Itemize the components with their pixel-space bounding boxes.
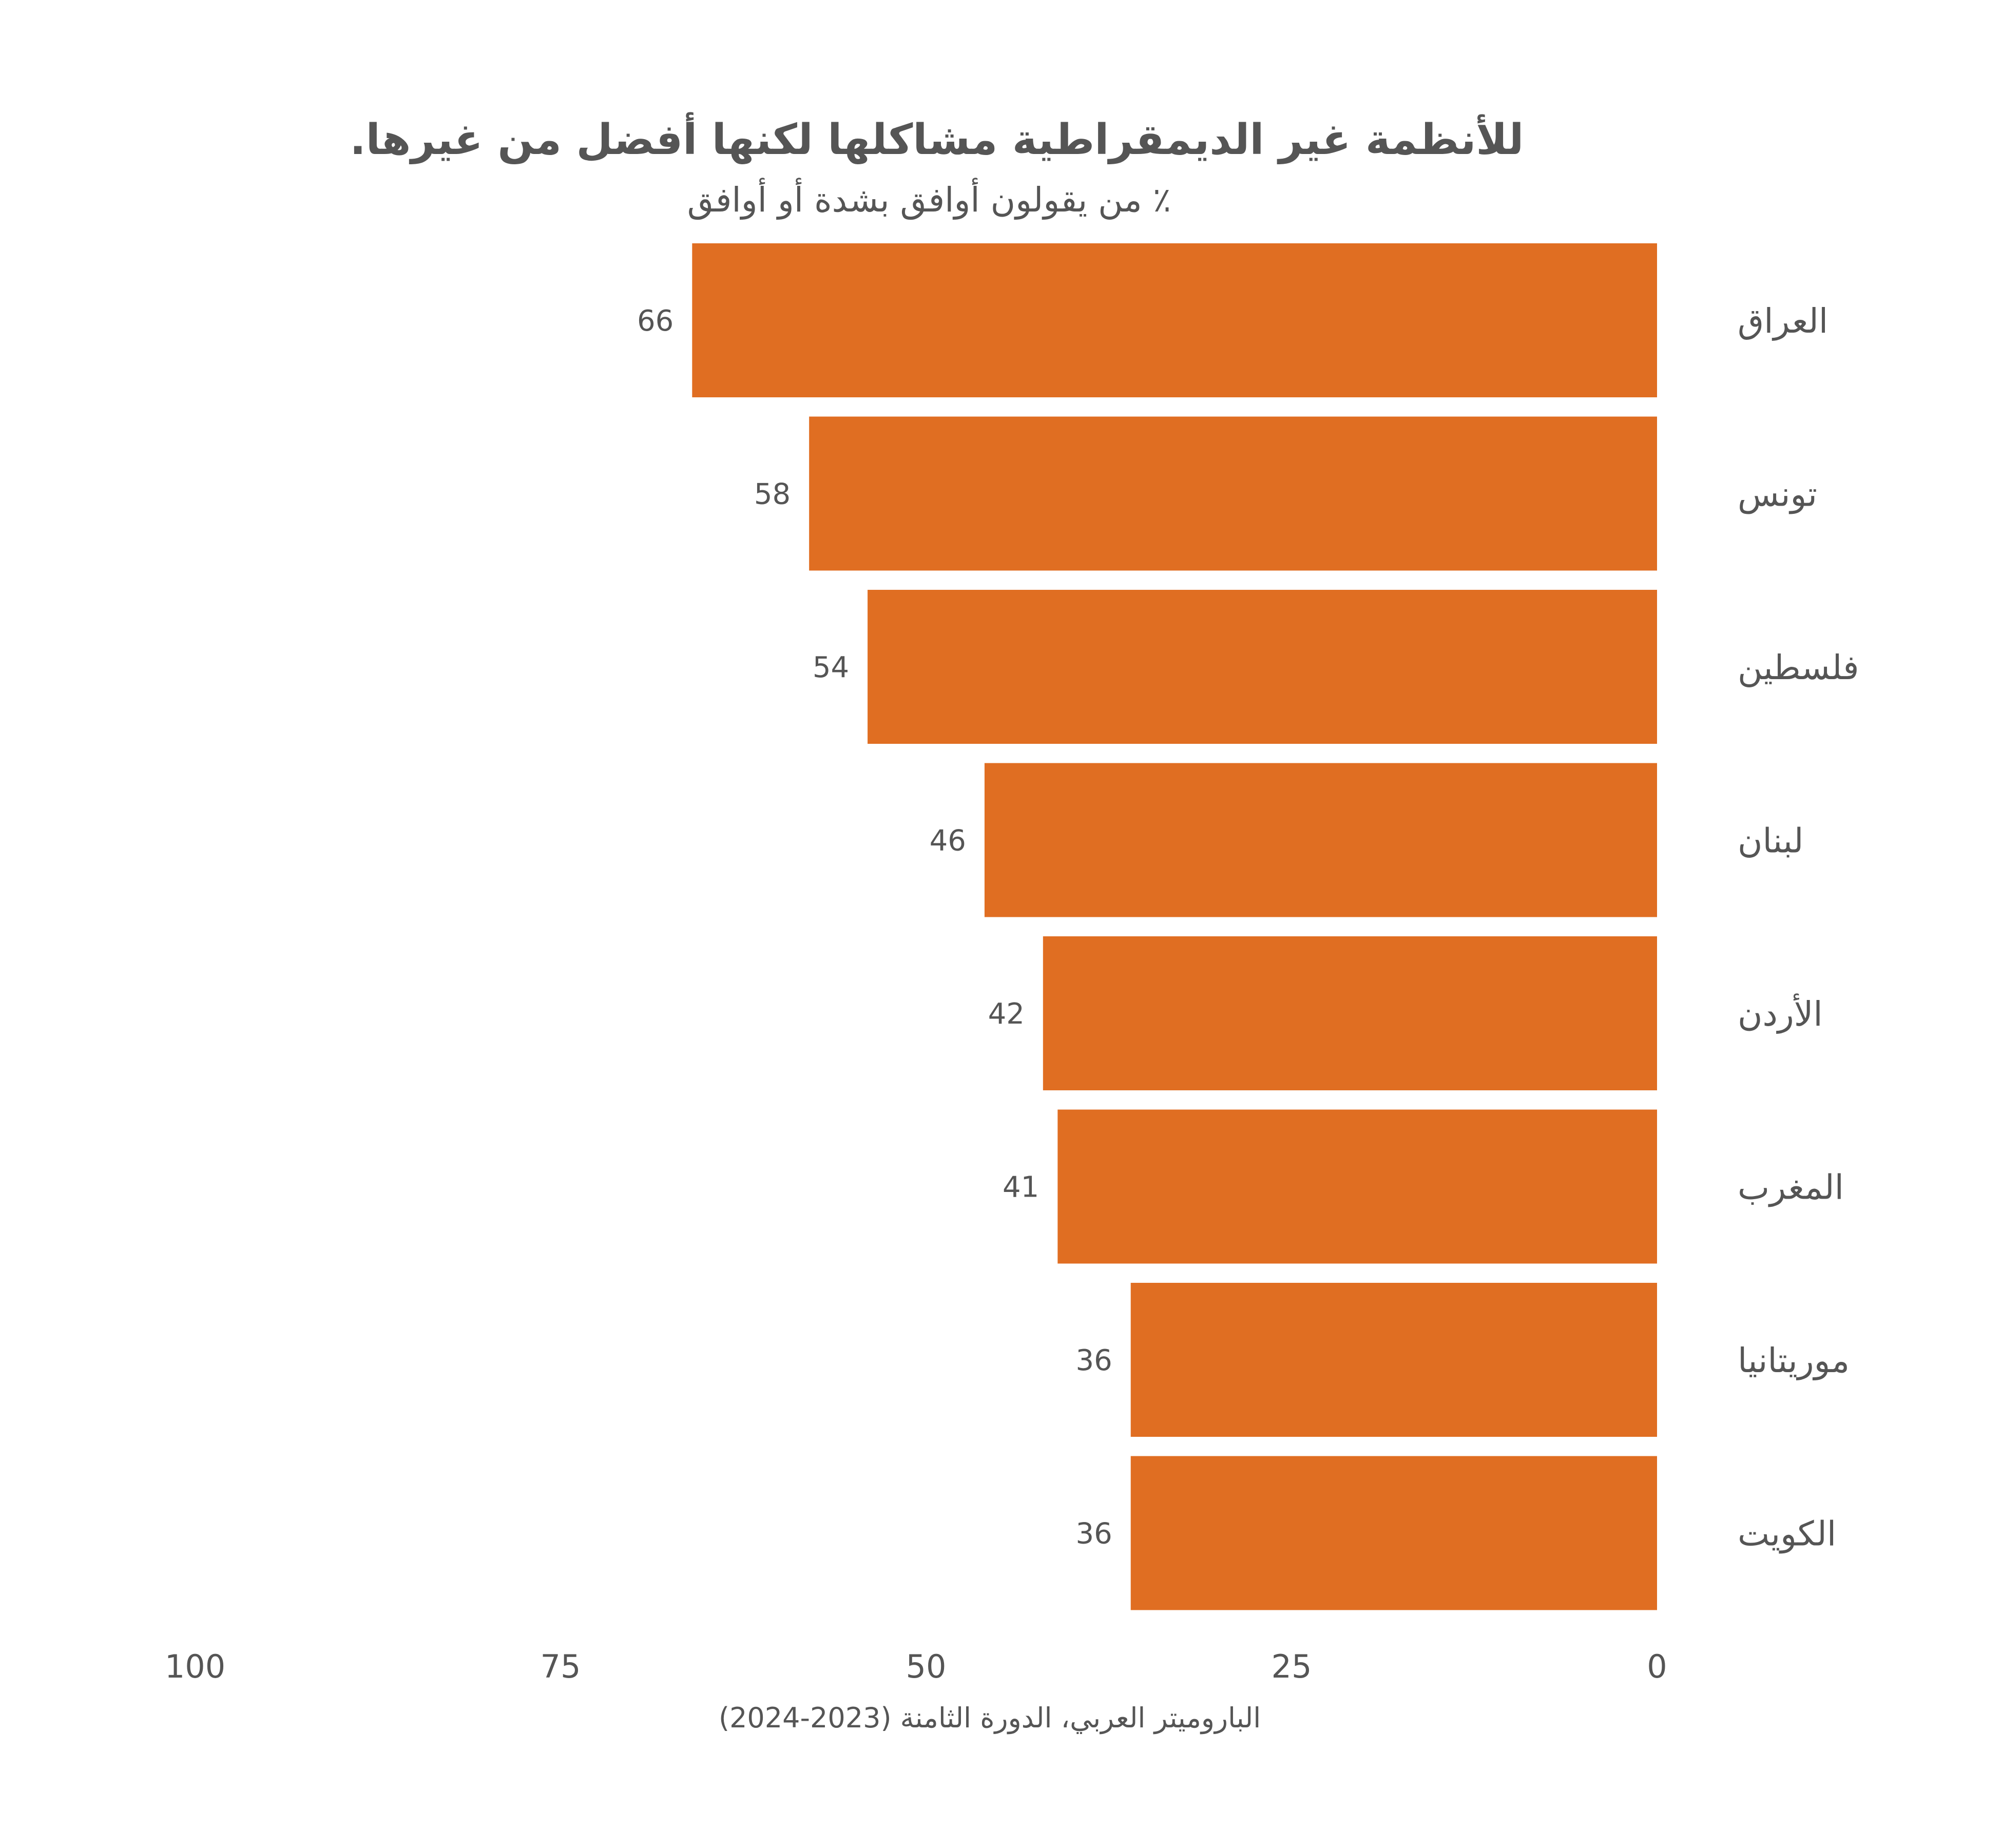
category-label: تونس <box>1738 475 1817 514</box>
x-tick-label: 25 <box>1272 1648 1312 1685</box>
bar <box>984 763 1657 917</box>
bar <box>1130 1456 1657 1610</box>
bar <box>1057 1109 1657 1264</box>
chart-source: الباروميتر العربي، الدورة الثامنة (2023-… <box>719 1702 1261 1734</box>
bar <box>692 243 1657 397</box>
category-label: لبنان <box>1738 821 1804 861</box>
bar <box>809 416 1657 571</box>
bar-value-label: 58 <box>754 478 791 511</box>
bar <box>1130 1283 1657 1437</box>
x-axis: 0 25 50 75 100 <box>165 1648 1667 1685</box>
category-label: الكويت <box>1738 1514 1836 1554</box>
x-tick-label: 100 <box>165 1648 225 1685</box>
bar-value-label: 66 <box>637 304 673 338</box>
chart-subtitle: ٪ من يقولون أوافق بشدة أو أوافق <box>687 178 1171 220</box>
category-label: المغرب <box>1738 1168 1844 1207</box>
bar-value-label: 41 <box>1003 1171 1039 1204</box>
bar-value-label: 36 <box>1075 1344 1112 1377</box>
bar <box>1043 936 1657 1090</box>
bar-value-label: 36 <box>1075 1517 1112 1551</box>
category-label: الأردن <box>1738 993 1823 1034</box>
bar-value-label: 54 <box>813 651 849 684</box>
bar-value-label: 42 <box>988 997 1025 1031</box>
x-tick-label: 50 <box>906 1648 947 1685</box>
x-tick-label: 75 <box>541 1648 581 1685</box>
chart-title: للأنظمة غير الديمقراطية مشاكلها لكنها أف… <box>350 112 1524 164</box>
bar <box>868 590 1657 744</box>
category-label: العراق <box>1738 301 1828 341</box>
category-label: فلسطين <box>1738 648 1859 687</box>
bars-group: 66 العراق 58 تونس 54 فلسطين 46 لبنان 42 الأردن 41 ا… <box>637 243 1859 1610</box>
category-label: موريتانيا <box>1738 1341 1850 1380</box>
bar-value-label: 46 <box>930 824 966 858</box>
x-tick-label: 0 <box>1647 1648 1667 1685</box>
